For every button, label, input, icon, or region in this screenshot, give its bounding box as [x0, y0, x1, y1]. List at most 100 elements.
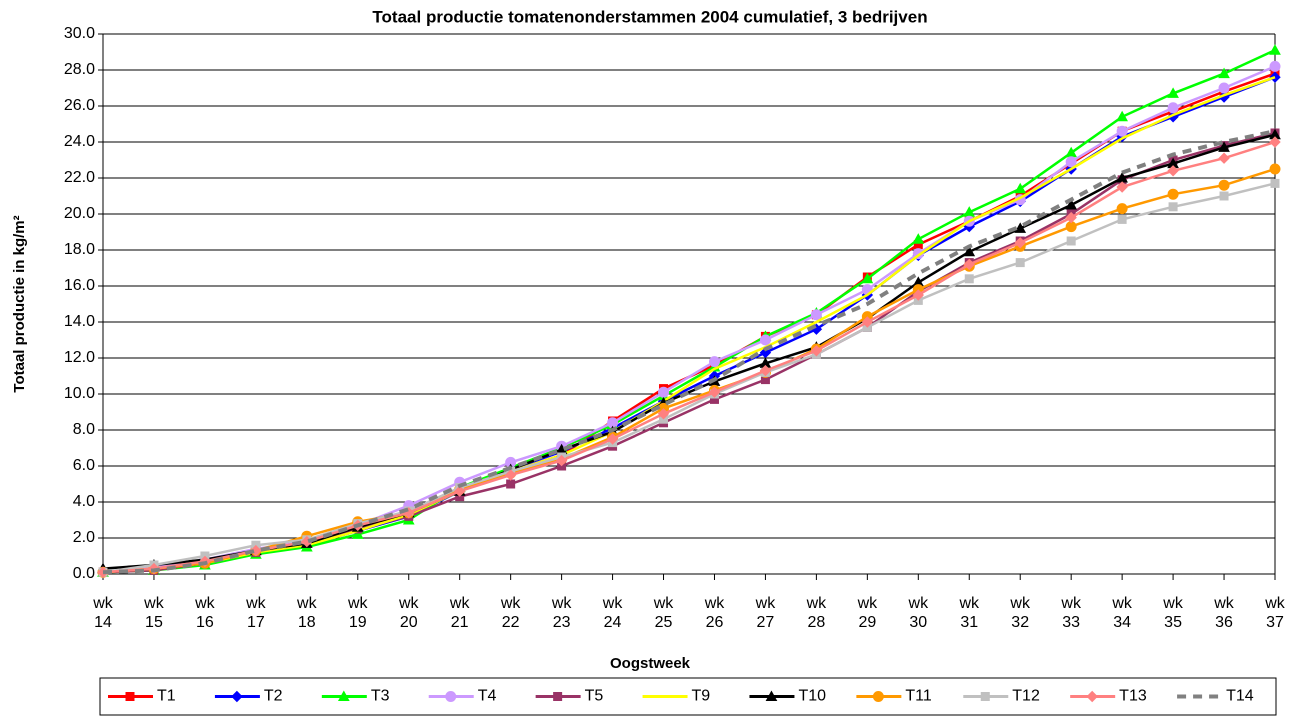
marker [1014, 237, 1026, 249]
series-line [102, 182, 1276, 574]
series-line [102, 129, 1276, 575]
x-tick-label: wk 24 [602, 595, 623, 631]
y-axis-label: Totaal productie in kg/m² [11, 215, 28, 392]
marker [810, 345, 823, 357]
series-line [102, 76, 1276, 574]
marker [1269, 136, 1281, 148]
marker [1167, 102, 1179, 114]
y-tick-label: 28.0 [64, 61, 95, 78]
x-tick-label: wk 31 [959, 595, 980, 631]
chart-title: Totaal productie tomatenonderstammen 200… [372, 7, 927, 26]
marker [1066, 236, 1076, 246]
series-line [102, 167, 1276, 574]
marker [1167, 188, 1179, 200]
x-tick-label: wk 35 [1163, 595, 1183, 631]
marker [861, 272, 874, 284]
marker [1117, 214, 1127, 224]
y-tick-label: 16.0 [64, 277, 95, 294]
legend-label: T11 [905, 688, 931, 705]
x-tick-label: wk 18 [297, 595, 317, 631]
marker [1218, 141, 1230, 152]
marker [963, 245, 976, 257]
marker [765, 690, 778, 701]
x-tick-label: wk 37 [1265, 595, 1285, 631]
marker [1015, 258, 1025, 268]
marker [657, 408, 670, 420]
y-tick-label: 2.0 [73, 529, 95, 546]
marker [1218, 152, 1230, 164]
y-tick-label: 6.0 [73, 457, 95, 474]
x-tick-label: wk 34 [1112, 595, 1132, 631]
marker [1269, 163, 1281, 175]
marker [1218, 67, 1230, 79]
y-tick-label: 20.0 [64, 205, 95, 222]
x-tick-label: wk 28 [806, 595, 827, 631]
x-tick-label: wk 30 [908, 595, 929, 631]
marker [1168, 202, 1178, 212]
marker [759, 334, 771, 346]
marker [504, 469, 517, 481]
marker [1116, 203, 1128, 215]
marker [1116, 110, 1128, 122]
y-tick-label: 0.0 [73, 565, 95, 582]
legend-label: T12 [1012, 688, 1040, 705]
plot-area [103, 34, 1275, 574]
x-tick-label: wk 20 [398, 595, 419, 631]
marker [708, 356, 720, 368]
legend-label: T14 [1226, 688, 1254, 705]
marker [1269, 60, 1281, 72]
x-tick-label: wk 19 [348, 595, 368, 631]
x-tick-label: wk 23 [551, 595, 572, 631]
x-tick-label: wk 32 [1010, 595, 1030, 631]
marker [231, 690, 243, 703]
y-tick-label: 10.0 [64, 385, 95, 402]
marker [337, 690, 350, 701]
marker [1167, 87, 1179, 98]
x-tick-label: wk 27 [755, 595, 776, 631]
marker [912, 289, 925, 301]
x-tick-label: wk 25 [653, 595, 674, 631]
y-tick-label: 12.0 [64, 349, 95, 366]
x-axis-label: Oogstweek [610, 655, 691, 672]
x-tick-label: wk 17 [246, 595, 266, 631]
y-tick-label: 14.0 [64, 313, 95, 330]
marker [963, 258, 975, 271]
marker [1116, 181, 1128, 193]
x-tick-label: wk 36 [1214, 595, 1234, 631]
y-tick-label: 24.0 [64, 133, 95, 150]
marker [1014, 182, 1027, 194]
legend-label: T5 [585, 688, 604, 705]
marker [1218, 82, 1230, 94]
legend-label: T4 [478, 688, 497, 705]
marker [708, 386, 721, 398]
marker [861, 316, 874, 328]
y-tick-label: 26.0 [64, 97, 95, 114]
marker [553, 692, 563, 701]
legend-label: T10 [798, 688, 826, 705]
marker [445, 691, 457, 702]
marker [555, 454, 568, 467]
marker [125, 692, 135, 701]
legend-label: T2 [264, 688, 283, 705]
marker [810, 309, 822, 321]
y-tick-label: 30.0 [64, 25, 95, 42]
series-line [102, 49, 1276, 574]
legend-label: T1 [157, 688, 176, 705]
marker [964, 274, 974, 284]
marker [912, 233, 925, 244]
marker [1269, 44, 1281, 55]
x-tick-label: wk 26 [704, 595, 725, 631]
marker [1219, 191, 1229, 201]
x-tick-label: wk 33 [1061, 595, 1081, 631]
marker [658, 386, 670, 398]
marker [453, 485, 466, 497]
legend-label: T13 [1119, 688, 1147, 705]
marker [980, 692, 990, 701]
x-tick-label: wk 15 [144, 595, 164, 631]
marker [606, 433, 619, 445]
marker [1065, 211, 1077, 224]
x-tick-label: wk 22 [500, 595, 521, 631]
legend-label: T9 [692, 688, 711, 705]
y-tick-label: 22.0 [64, 169, 95, 186]
